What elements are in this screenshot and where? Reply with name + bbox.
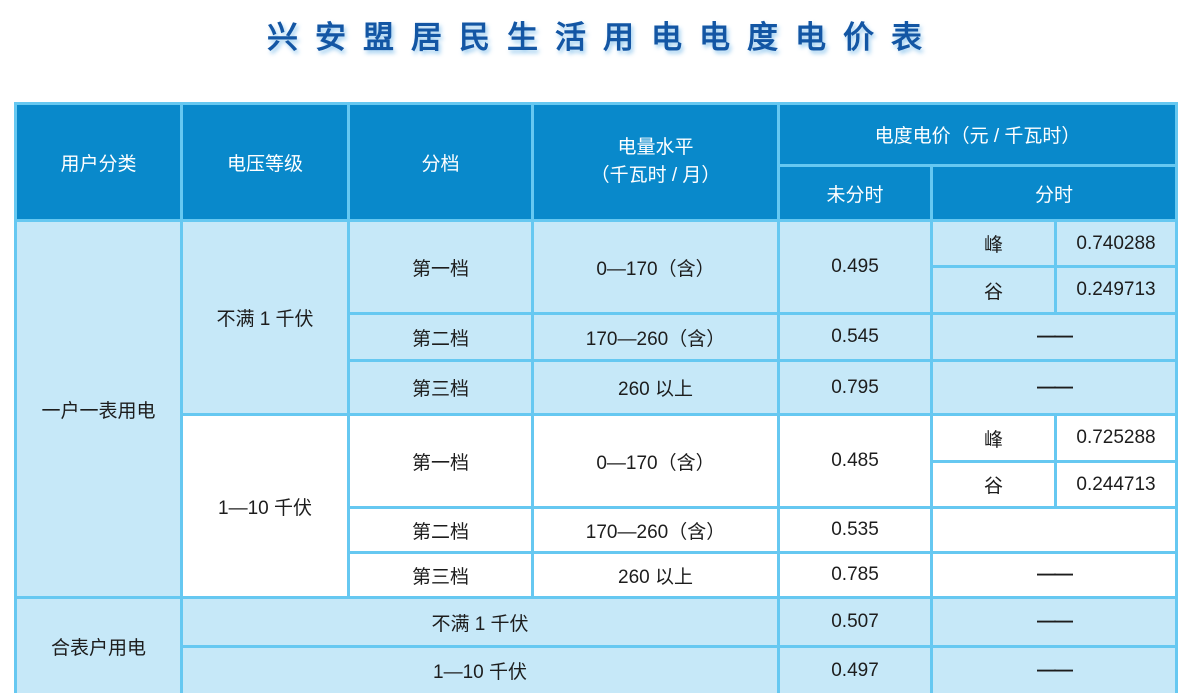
header-tier: 分档 (347, 102, 534, 222)
cell-tou-empty (929, 506, 1179, 554)
cell-flat-price: 0.497 (777, 645, 933, 693)
cell-valley-price: 0.244713 (1053, 460, 1179, 509)
table-row: 一户一表用电 不满 1 千伏 第一档 0—170（含） 0.495 峰 0.74… (14, 219, 1179, 599)
cell-peak-price: 0.725288 (1053, 413, 1179, 463)
cell-usage: 170—260（含） (531, 506, 780, 554)
header-tou: 分时 (929, 164, 1179, 222)
cell-tou-dash: —— (929, 596, 1179, 648)
table-header-row-2: 未分时 分时 (16, 164, 1179, 222)
table-row: 第二档 170—260（含） 0.545 —— (16, 312, 1179, 362)
table-row: 谷 0.244713 (16, 460, 1179, 509)
table-row: 第三档 260 以上 0.785 —— (16, 551, 1179, 599)
table-header-row-1: 用户分类 电压等级 分档 电量水平 （千瓦时 / 月） 电度电价（元 / 千瓦时… (14, 102, 1179, 222)
page: 兴安盟居民生活用电电度电价表 用户分类 电压等级 分档 电量水平 （千瓦时 / … (0, 12, 1189, 693)
cell-tier: 第二档 (347, 312, 534, 362)
table-row: 谷 0.249713 (16, 265, 1179, 315)
table-row: 第三档 260 以上 0.795 —— (16, 359, 1179, 416)
cell-usage: 0—170（含） (531, 413, 780, 509)
table-row: 1—10 千伏 第一档 0—170（含） 0.485 峰 0.725288 (16, 413, 1179, 599)
header-price-group: 电度电价（元 / 千瓦时） (776, 102, 1179, 167)
cell-voltage-below-1kv: 不满 1 千伏 (180, 596, 780, 648)
cell-tier: 第三档 (347, 359, 534, 416)
cell-peak-label: 峰 (930, 413, 1057, 463)
cell-voltage-below-1kv: 不满 1 千伏 (180, 219, 350, 416)
cell-voltage-1-10kv: 1—10 千伏 (180, 645, 780, 693)
header-usage-level-line2: （千瓦时 / 月） (590, 165, 721, 186)
cell-usage: 0—170（含） (531, 219, 780, 315)
cell-tou-dash: —— (929, 359, 1179, 416)
cell-flat-price: 0.507 (777, 596, 933, 648)
header-usage-level-line1: 电量水平 (617, 137, 694, 159)
cell-valley-label: 谷 (930, 460, 1057, 509)
cell-tier: 第一档 (347, 413, 534, 509)
cell-tier: 第三档 (347, 551, 534, 599)
header-voltage-level: 电压等级 (180, 102, 350, 222)
table-row: 1—10 千伏 0.497 —— (16, 645, 1179, 693)
cell-flat-price: 0.795 (777, 359, 933, 416)
tariff-table: 用户分类 电压等级 分档 电量水平 （千瓦时 / 月） 电度电价（元 / 千瓦时… (14, 102, 1179, 693)
cell-valley-label: 谷 (930, 265, 1057, 315)
cell-flat-price: 0.485 (777, 413, 933, 509)
cell-peak-label: 峰 (930, 219, 1057, 268)
page-title: 兴安盟居民生活用电电度电价表 (267, 20, 939, 55)
table-row: 合表户用电 不满 1 千伏 0.507 —— (14, 596, 1179, 693)
cell-valley-price: 0.249713 (1053, 265, 1179, 315)
header-non-tou: 未分时 (777, 164, 933, 222)
header-user-category: 用户分类 (14, 102, 183, 222)
cell-tou-dash: —— (929, 551, 1179, 599)
cell-peak-price: 0.740288 (1053, 219, 1179, 268)
cell-user-category-combined: 合表户用电 (14, 596, 183, 693)
cell-voltage-1-10kv: 1—10 千伏 (180, 413, 350, 599)
header-usage-level: 电量水平 （千瓦时 / 月） (531, 102, 780, 222)
cell-tou-dash: —— (929, 312, 1179, 362)
cell-flat-price: 0.495 (777, 219, 933, 315)
cell-flat-price: 0.535 (777, 506, 933, 554)
cell-flat-price: 0.785 (777, 551, 933, 599)
cell-tier: 第二档 (347, 506, 534, 554)
cell-usage: 260 以上 (531, 359, 780, 416)
cell-tou-dash: —— (929, 645, 1179, 693)
cell-tier: 第一档 (347, 219, 534, 315)
cell-usage: 170—260（含） (531, 312, 780, 362)
cell-flat-price: 0.545 (777, 312, 933, 362)
cell-usage: 260 以上 (531, 551, 780, 599)
cell-user-category-metered: 一户一表用电 (14, 219, 183, 599)
table-row: 第二档 170—260（含） 0.535 (16, 506, 1179, 554)
